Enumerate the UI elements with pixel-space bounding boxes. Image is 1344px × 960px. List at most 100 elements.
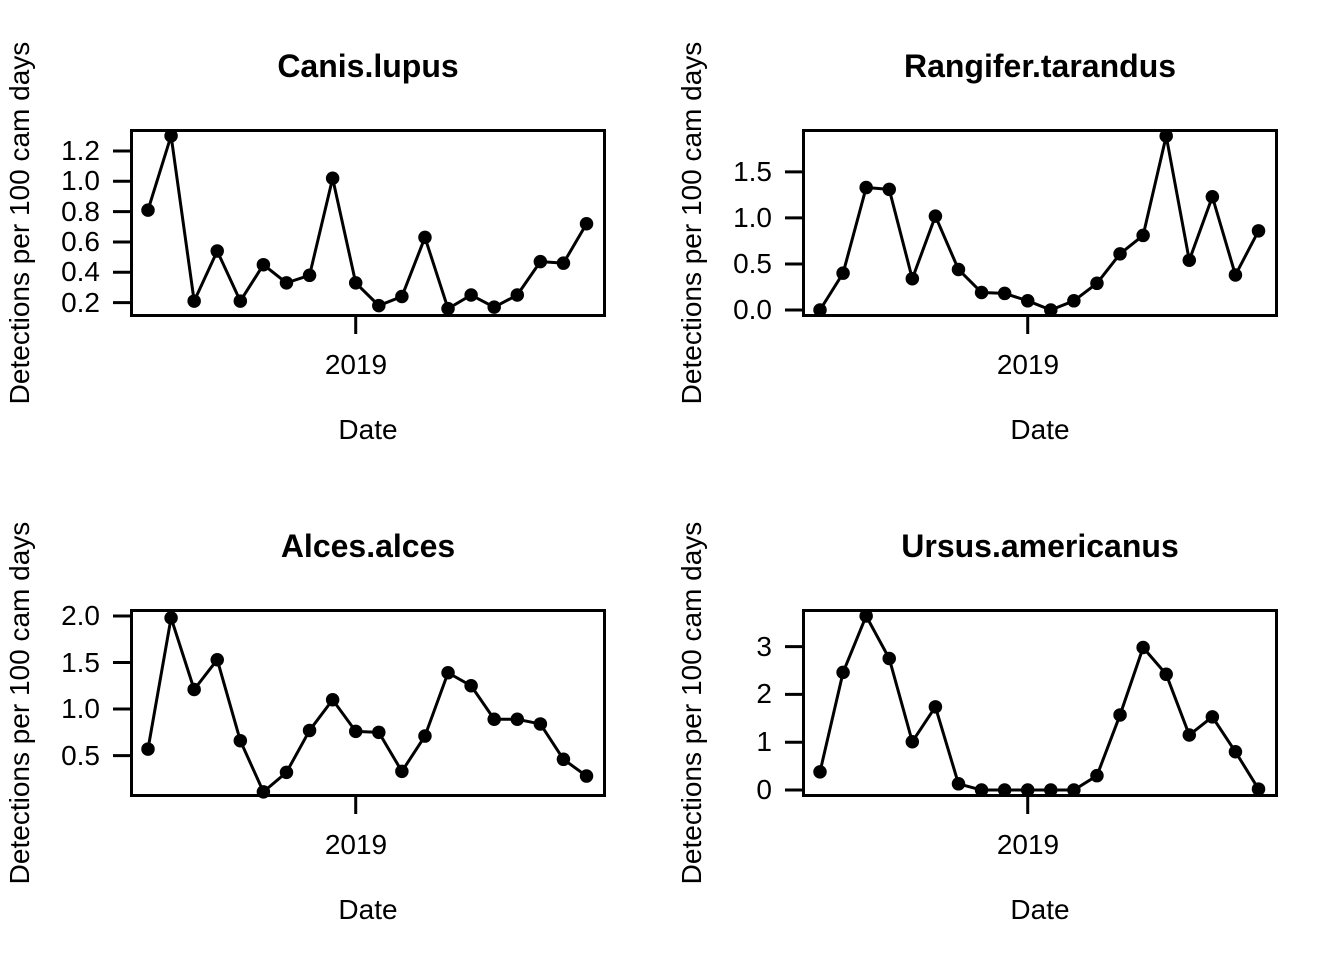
- data-point: [441, 301, 455, 316]
- y-tick-label: 0.4: [61, 256, 100, 288]
- series-line: [818, 614, 1260, 792]
- data-point: [836, 266, 850, 280]
- panel-title: Alces.alces: [280, 528, 456, 564]
- series-line: [146, 134, 588, 311]
- y-tick-label: 0.2: [61, 286, 100, 318]
- data-point: [348, 724, 363, 739]
- data-point: [813, 765, 827, 779]
- data-point: [1113, 247, 1127, 261]
- y-tick-label: 3: [756, 630, 772, 662]
- y-tick-label: 0.8: [61, 195, 100, 227]
- data-point: [164, 611, 178, 625]
- data-point: [487, 300, 501, 314]
- data-point: [556, 256, 571, 270]
- y-tick-label: 1: [756, 726, 772, 758]
- data-point: [418, 230, 432, 245]
- data-point: [997, 783, 1012, 797]
- data-point: [1044, 783, 1058, 797]
- data-point: [510, 288, 525, 302]
- y-tick-label: 1.0: [733, 201, 772, 233]
- data-point: [279, 765, 294, 780]
- data-point: [1067, 783, 1081, 797]
- data-point: [325, 692, 340, 707]
- y-tick-label: 1.2: [61, 134, 100, 166]
- data-point: [210, 652, 224, 667]
- data-point: [302, 268, 317, 283]
- series-line: [818, 134, 1260, 312]
- x-axis-label: Date: [1010, 414, 1070, 445]
- data-point: [1205, 710, 1220, 724]
- data-point: [325, 171, 340, 186]
- data-point: [1159, 667, 1173, 682]
- data-point: [187, 682, 201, 697]
- data-point: [1044, 303, 1058, 317]
- data-point: [302, 723, 317, 738]
- data-point: [510, 712, 525, 727]
- data-point: [859, 180, 873, 195]
- data-point: [882, 651, 896, 666]
- data-point: [579, 769, 594, 783]
- data-point: [233, 294, 248, 308]
- y-tick-label: 0.5: [61, 739, 100, 771]
- data-point: [1159, 129, 1173, 143]
- data-point: [372, 298, 386, 313]
- data-point: [928, 700, 943, 714]
- data-point: [279, 276, 294, 290]
- data-point: [233, 733, 248, 748]
- x-axis-label: Date: [338, 414, 398, 445]
- data-point: [464, 679, 478, 693]
- plot-box: [802, 129, 1278, 317]
- data-point: [464, 288, 478, 302]
- data-point: [1182, 728, 1197, 742]
- data-point: [1113, 708, 1127, 722]
- panel-title: Ursus.americanus: [901, 528, 1179, 564]
- x-tick-label: 2019: [324, 829, 388, 860]
- data-point: [210, 244, 224, 258]
- plot-box: [130, 609, 606, 797]
- data-point: [1090, 276, 1104, 291]
- data-point: [395, 764, 409, 779]
- plot-area: [785, 129, 1278, 334]
- data-point: [974, 285, 989, 300]
- y-tick-label: 0.6: [61, 225, 100, 257]
- data-point: [905, 734, 920, 749]
- plot-area: [113, 129, 606, 334]
- data-point: [1136, 228, 1150, 243]
- x-axis-label: Date: [338, 894, 398, 925]
- y-tick-label: 1.5: [61, 646, 100, 678]
- data-point: [579, 217, 594, 231]
- data-point: [441, 666, 455, 680]
- data-point: [836, 665, 850, 680]
- data-point: [882, 182, 896, 197]
- x-tick-label: 2019: [996, 829, 1060, 860]
- data-point: [1228, 745, 1243, 759]
- data-point: [859, 609, 873, 623]
- plot-box: [802, 609, 1278, 797]
- data-point: [164, 129, 178, 143]
- data-point: [1251, 782, 1266, 796]
- data-point: [951, 262, 966, 277]
- x-tick-label: 2019: [996, 349, 1060, 380]
- data-point: [1136, 640, 1150, 655]
- data-point: [141, 203, 155, 217]
- data-point: [1228, 268, 1243, 282]
- data-point: [1067, 294, 1081, 308]
- data-point: [813, 303, 827, 317]
- data-point: [348, 276, 363, 290]
- panel-ursus-americanus: Ursus.americanus Detections per 100 cam …: [672, 480, 1344, 960]
- data-point: [187, 294, 201, 308]
- panel-rangifer-tarandus: Rangifer.tarandus Detections per 100 cam…: [672, 0, 1344, 480]
- series-line: [146, 616, 588, 794]
- y-tick-label: 0.5: [733, 247, 772, 279]
- y-tick-label: 0.0: [733, 294, 772, 325]
- data-point: [1020, 294, 1035, 308]
- y-tick-label: 0: [756, 774, 772, 806]
- panel-alces-alces: Alces.alces Detections per 100 cam days …: [0, 480, 672, 960]
- y-tick-label: 1.0: [61, 693, 100, 725]
- data-point: [533, 717, 548, 731]
- data-point: [556, 752, 571, 767]
- data-point: [1251, 224, 1266, 238]
- data-point: [533, 254, 548, 269]
- x-axis-label: Date: [1010, 894, 1070, 925]
- panel-title: Canis.lupus: [277, 48, 459, 84]
